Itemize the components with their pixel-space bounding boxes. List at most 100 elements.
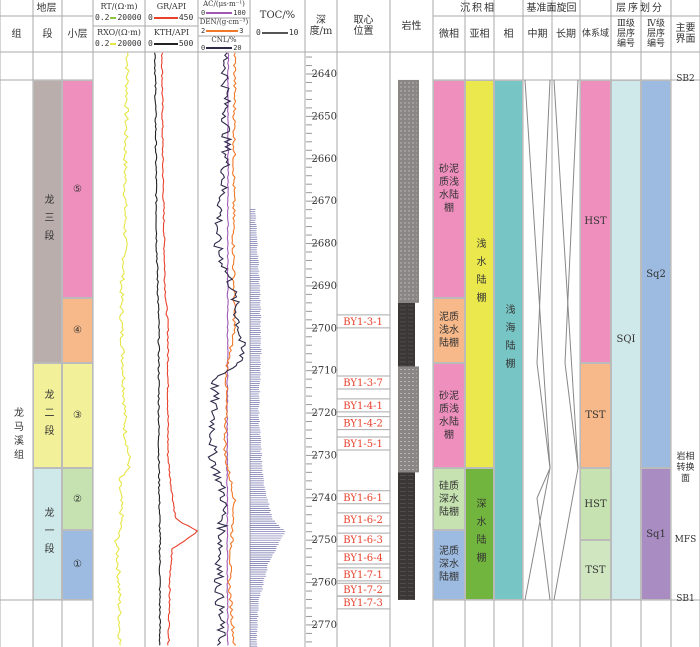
facies: 浅海陆棚 [494,79,523,600]
depth-tick-label: 2770 [312,620,337,631]
core-sample-label: BY1-4-2 [343,419,383,430]
depth-tick-label: 2650 [312,111,337,122]
rxo-curve [113,52,132,646]
layer-label: ② [73,493,82,505]
kth-legend-line [153,42,178,45]
header-ac: AC/(μs·m⁻¹) [203,0,245,8]
cnl-min: 0 [201,44,206,52]
systems-tract: TST [580,363,611,469]
seq4: Sq2 [641,79,671,469]
header-toc: TOC/% [259,9,296,21]
depth-tick-label: 2760 [312,578,337,589]
depth-tick-label: 2670 [312,196,337,207]
subfacies-label: 深水陆棚 [474,498,485,571]
header-systems-tract: 体系域 [581,28,609,39]
header-subfacies: 亚相 [469,28,490,40]
header-microfacies: 微相 [439,28,459,40]
rxo-min: 0.2 [95,39,110,48]
surface-label: MFS [674,534,697,545]
depth-tick-label: 2740 [312,493,337,504]
rt-legend-line [110,16,117,19]
depth-tick-label: 2690 [312,281,337,292]
rt-max: 20000 [117,13,142,22]
microfacies-label: 砂泥质浅水陆棚 [439,164,459,215]
ac-min: 0 [201,9,206,17]
kth-scale: 0 500 [148,39,193,48]
kth-max: 500 [178,39,194,48]
header-facies: 相 [503,28,514,40]
seq4-label: Sq2 [646,268,666,280]
layer: ① [62,530,93,600]
gr-scale: 0 450 [148,13,193,22]
member-label: 龙一段 [42,507,53,562]
gr-max: 450 [178,13,194,22]
header-long-cycle: 长期 [556,28,576,40]
kth-min: 0 [148,39,153,48]
microfacies: 泥质深水陆棚 [433,530,465,600]
systems-tract: HST [580,79,611,364]
header-group: 组 [11,28,22,40]
lithology-silty-shale [398,79,419,303]
gr-curve [160,52,199,646]
seq4: Sq1 [641,468,671,600]
den-legend-line [206,30,239,32]
header-facies-group: 沉积相 [460,2,496,14]
member: 龙三段 [33,79,62,364]
core-sample-label: BY1-7-3 [343,598,383,609]
layer: ⑤ [62,79,93,299]
member-label: 龙三段 [42,194,53,249]
rxo-scale: 0.2 20000 [95,39,142,48]
den-min: 2 [201,27,206,35]
surface-label: SB2 [676,74,695,85]
microfacies-label: 砂泥质浅水陆棚 [439,390,459,441]
depth-tick-label: 2710 [312,366,337,377]
lithology-shale [398,472,415,600]
layer-label: ④ [73,325,82,337]
cnl-legend-line [206,47,233,49]
layer-label: ① [73,559,82,571]
toc-max: 10 [288,28,299,37]
depth-tick-label: 2680 [312,239,337,250]
depth-tick-label: 2730 [312,450,337,461]
den-curve [223,52,237,646]
header-sequence-group: 层序划分 [616,2,664,14]
rxo-legend-line [110,42,117,45]
core-sample-label: BY1-7-2 [343,585,383,596]
header-rt: RT/(Ω·m) [100,1,138,11]
rt-min: 0.2 [95,13,110,22]
depth-tick-label: 2720 [312,408,337,419]
header-core: 取心位置 [353,15,374,37]
header-member: 段 [42,28,53,40]
depth-tick-label: 2700 [312,323,337,334]
ac-max: 100 [233,9,246,17]
member-label: 龙二段 [42,388,53,443]
ac-scale: 0 100 [201,9,246,17]
member: 龙一段 [33,468,62,600]
header-cycle-group: 基准面旋回 [526,2,577,14]
layer-label: ③ [73,410,82,422]
header-seq4: Ⅳ级层序编号 [646,19,665,49]
lithology-shale [398,302,415,367]
facies-label: 浅海陆棚 [503,303,514,376]
depth-tick-label: 2640 [312,69,337,80]
layer: ④ [62,298,93,364]
subfacies: 深水陆棚 [465,468,494,600]
cnl-scale: 0 20 [201,44,242,52]
core-sample-label: BY1-6-4 [343,553,383,564]
core-sample-label: BY1-3-1 [343,317,383,328]
header-strata: 地层 [36,2,57,14]
kth-curve [153,52,162,646]
header-surface: 主要界面 [675,23,696,45]
ac-curve [226,52,230,646]
core-sample-label: BY1-6-3 [343,535,383,546]
seq3: SQI [611,79,641,600]
surface-label: 岩相转换面 [676,451,695,484]
microfacies-label: 泥质深水陆棚 [439,546,459,584]
core-sample-label: BY1-6-1 [343,493,383,504]
systems-tract-label: TST [585,564,606,576]
header-layer: 小层 [67,28,88,40]
layer: ② [62,468,93,530]
header-den: DEN/(g·cm⁻³) [199,18,249,26]
toc-legend-line [261,31,288,34]
